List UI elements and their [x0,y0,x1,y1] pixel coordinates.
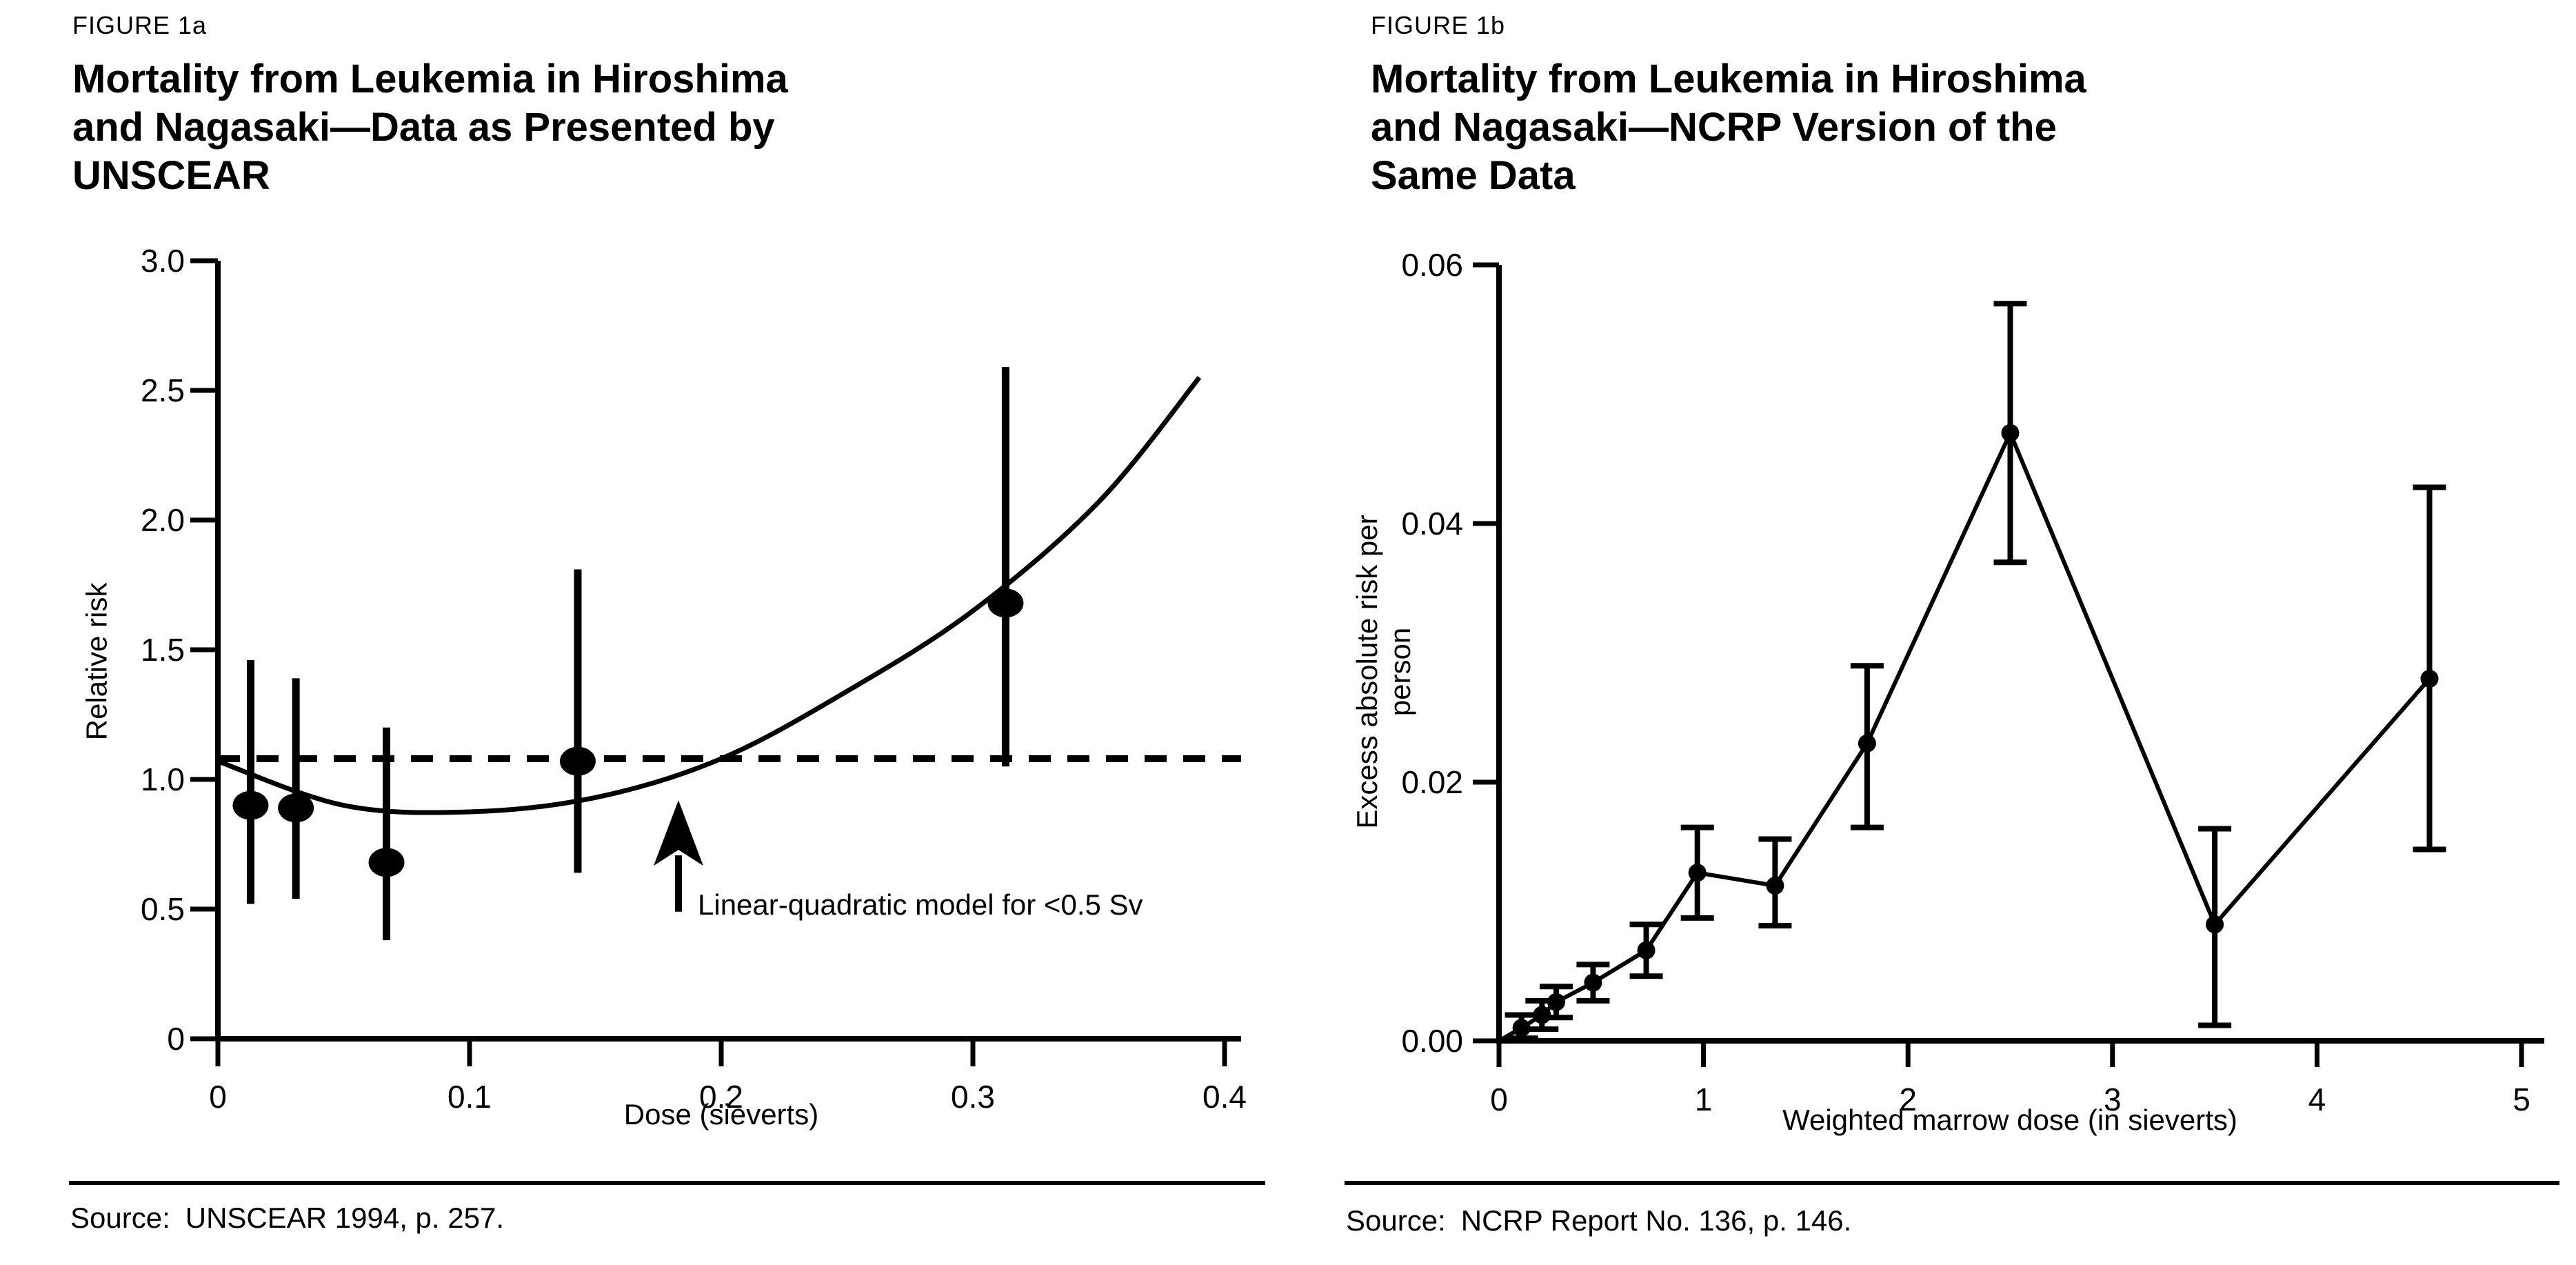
x-tick-label: 0.1 [447,1079,492,1115]
y-tick-label: 1.0 [141,761,185,797]
y-tick-label: 0 [167,1021,185,1057]
model-curve [217,375,1202,815]
figure-1b-title-line: Same Data [1371,153,1576,198]
data-point [1637,941,1656,959]
x-tick-label: 0.4 [1203,1079,1247,1115]
y-tick-label: 1.5 [141,632,185,668]
axis-lines [215,261,1241,1042]
annotation-arrow-head [653,800,703,866]
figure-1b-title: Mortality from Leukemia in Hiroshima and… [1371,55,2086,200]
y-tick-label: 2.5 [141,372,185,408]
x-tick-label: 1 [1695,1082,1713,1117]
data-point [2206,915,2224,934]
y-tick-label: 3.0 [141,243,185,279]
y-tick-label: 2.0 [141,502,185,538]
left-divider-rule [69,1181,1265,1185]
figure-1b-label: FIGURE 1b [1371,11,1506,39]
data-point [1533,1006,1551,1024]
figure-1b-title-line: Mortality from Leukemia in Hiroshima [1371,57,2086,101]
figure-1a-title: Mortality from Leukemia in Hiroshima and… [72,55,788,200]
figure-1a-header: FIGURE 1a Mortality from Leukemia in Hir… [72,11,788,200]
data-point [232,790,269,820]
right-source-label: Source: [1346,1204,1446,1237]
data-point [1858,734,1876,753]
model-annotation-text: Linear-quadratic model for <0.5 Sv [698,888,1143,921]
left-source-label: Source: [70,1202,170,1234]
right-y-axis-label: Excess absolute risk per person [1351,515,1416,829]
left-x-axis-label: Dose (sieverts) [623,1098,819,1130]
x-tick-label: 5 [2513,1082,2530,1117]
left-chart: 0 0.5 1.0 1.5 2.0 2.5 3.0 0 0.1 0.2 0.3 0.4 [141,243,1247,1115]
data-point [559,746,596,776]
figure-1a-label: FIGURE 1a [72,11,208,39]
data-point [1766,877,1784,895]
figure-1a-title-line: and Nagasaki—Data as Presented by [72,105,775,150]
left-source-text: UNSCEAR 1994, p. 257. [185,1202,504,1234]
data-point [278,793,314,823]
data-point [2420,670,2439,688]
right-source: Source: NCRP Report No. 136, p. 146. [1346,1204,1851,1237]
x-tick-label: 3 [2104,1082,2122,1117]
figure-1a-title-line: Mortality from Leukemia in Hiroshima [72,57,788,101]
left-source: Source: UNSCEAR 1994, p. 257. [70,1202,504,1235]
y-tick-label: 0.00 [1401,1023,1463,1059]
y-tick-label: 0.5 [141,891,185,927]
figure-1a-title-line: UNSCEAR [72,153,270,198]
figure-1b-title-line: and Nagasaki—NCRP Version of the [1371,105,2057,150]
x-tick-label: 0.3 [951,1079,995,1115]
right-divider-rule [1345,1181,2559,1185]
figure-1b-header: FIGURE 1b Mortality from Leukemia in Hir… [1371,11,2086,200]
y-tick-label: 0.04 [1401,506,1463,541]
data-point [1547,993,1566,1011]
x-tick-label: 0.2 [699,1079,743,1115]
x-tick-label: 2 [1899,1082,1917,1117]
data-point [1512,1019,1531,1037]
left-y-axis-label: Relative risk [80,582,113,741]
x-tick-label: 0 [209,1079,227,1115]
data-point [987,588,1024,618]
y-tick-label: 0.02 [1401,764,1463,800]
data-point [1688,864,1707,882]
x-tick-label: 4 [2308,1082,2326,1117]
right-chart: 0.00 0.02 0.04 0.06 0 1 2 3 4 5 [1401,247,2544,1117]
right-source-text: NCRP Report No. 136, p. 146. [1460,1204,1852,1237]
data-point [368,848,405,877]
right-x-axis-label: Weighted marrow dose (in sieverts) [1782,1104,2237,1136]
data-point [1584,973,1602,992]
x-tick-label: 0 [1490,1082,1508,1117]
data-point [2001,424,2020,442]
y-tick-label: 0.06 [1401,247,1463,283]
